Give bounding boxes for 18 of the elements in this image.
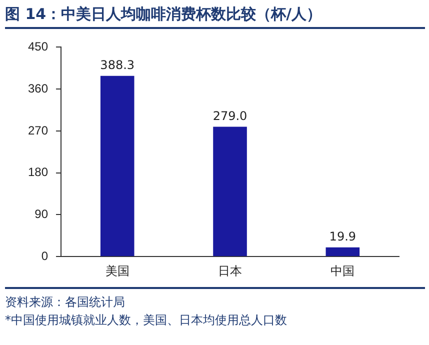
text: *中国使用城镇就业人数，美国、日本均使用总人口数 — [5, 312, 288, 329]
data-label: 19.9 — [329, 229, 356, 244]
text: 资料来源：各国统计局 — [5, 294, 126, 311]
y-tick-label: 450 — [28, 40, 48, 54]
y-tick-label: 360 — [28, 81, 48, 96]
y-tick-label: 90 — [34, 207, 48, 222]
x-tick-label: 美国 — [105, 264, 130, 278]
data-label: 279.0 — [212, 108, 248, 123]
y-tick-label: 270 — [28, 123, 48, 138]
bar — [100, 76, 134, 256]
chart-title: 图 14：中美日人均咖啡消费杯数比较（杯/人） — [5, 3, 425, 29]
y-tick-label: 180 — [28, 165, 48, 180]
y-tick-label: 0 — [41, 248, 48, 263]
x-tick-label: 中国 — [330, 264, 355, 278]
data-label: 388.3 — [100, 58, 135, 72]
bar — [326, 247, 360, 256]
bar — [213, 126, 247, 256]
x-tick-label: 日本 — [218, 264, 242, 278]
